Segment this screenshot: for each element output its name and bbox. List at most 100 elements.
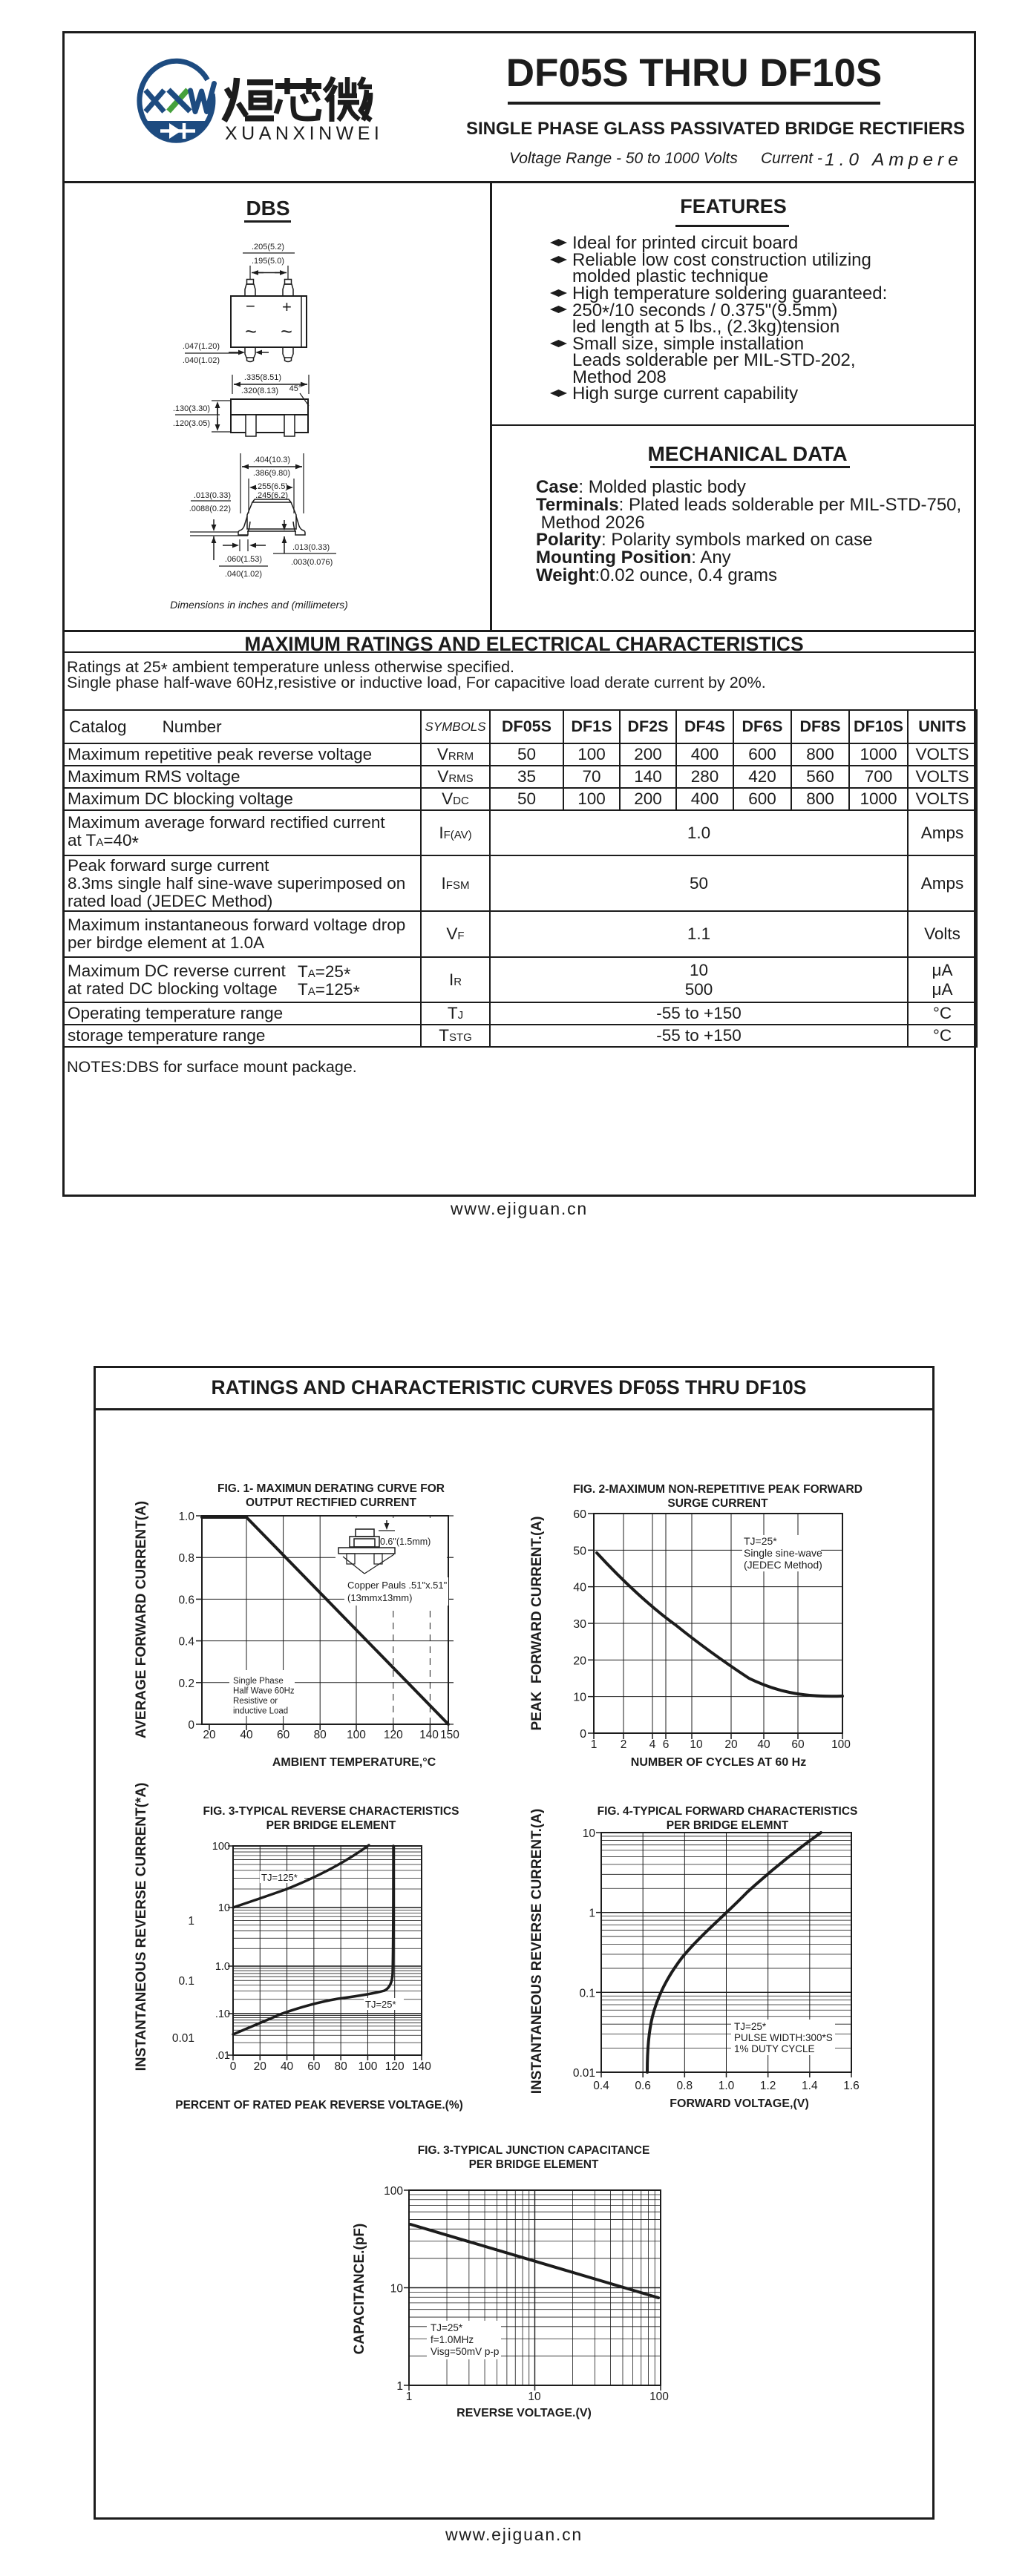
svg-text:40: 40 (240, 1729, 253, 1741)
svg-text:1.0: 1.0 (719, 2080, 735, 2092)
svg-text:0.8: 0.8 (677, 2080, 693, 2092)
svg-text:XUANXINWEI: XUANXINWEI (225, 123, 383, 144)
svg-text:PEAK FORWARD CURRENT.(A): PEAK FORWARD CURRENT.(A) (529, 1517, 545, 1731)
svg-text:140: 140 (412, 2060, 431, 2073)
svg-text:45°: 45° (289, 384, 302, 393)
svg-text:inductive Load: inductive Load (233, 1707, 288, 1716)
svg-text:30: 30 (573, 1618, 586, 1631)
svg-text:.320(8.13): .320(8.13) (241, 387, 278, 395)
svg-text:.047(1.20): .047(1.20) (183, 342, 220, 351)
svg-text:100: 100 (384, 2185, 403, 2198)
svg-text:120: 120 (385, 2060, 405, 2073)
svg-text:10: 10 (390, 2283, 404, 2296)
svg-text:FIG. 1- MAXIMUN DERATING CURVE: FIG. 1- MAXIMUN DERATING CURVE FOR (217, 1482, 445, 1495)
svg-text:NUMBER OF CYCLES AT 60 Hz: NUMBER OF CYCLES AT 60 Hz (631, 1756, 806, 1769)
svg-text:60: 60 (573, 1508, 586, 1521)
svg-text:0.6: 0.6 (178, 1594, 194, 1606)
svg-text:.013(0.33): .013(0.33) (194, 491, 231, 500)
svg-text:40: 40 (757, 1738, 770, 1751)
svg-text:120: 120 (384, 1729, 403, 1741)
svg-text:0.1: 0.1 (579, 1987, 595, 2000)
svg-text:0.1: 0.1 (178, 1975, 194, 1988)
svg-text:TJ=25*: TJ=25* (744, 1535, 777, 1547)
svg-text:SURGE CURRENT: SURGE CURRENT (667, 1497, 768, 1510)
svg-text:0: 0 (188, 1719, 194, 1732)
svg-text:INSTANTANEOUS REVERSE CURRENT(: INSTANTANEOUS REVERSE CURRENT(*A) (134, 1783, 149, 2071)
svg-text:60: 60 (791, 1738, 805, 1751)
svg-text:40: 40 (573, 1582, 586, 1594)
svg-text:AVERAGE FORWARD CURRENT(A): AVERAGE FORWARD CURRENT(A) (134, 1501, 149, 1738)
svg-text:1: 1 (406, 2391, 413, 2403)
svg-text:1.2: 1.2 (760, 2080, 776, 2092)
svg-text:Dimensions in inches and (mill: Dimensions in inches and (millimeters) (170, 599, 348, 611)
svg-text:.120(3.05): .120(3.05) (173, 419, 210, 428)
svg-text:~: ~ (281, 321, 292, 343)
svg-text:1: 1 (589, 1908, 595, 1920)
svg-text:10: 10 (690, 1738, 703, 1751)
svg-text:1: 1 (591, 1738, 598, 1751)
svg-text:10: 10 (218, 1902, 230, 1914)
svg-text:10: 10 (573, 1692, 586, 1704)
svg-text:100: 100 (358, 2060, 377, 2073)
svg-text:REVERSE VOLTAGE.(V): REVERSE VOLTAGE.(V) (456, 2407, 592, 2419)
svg-text:.386(9.80): .386(9.80) (253, 469, 290, 478)
svg-text:TJ=25*: TJ=25* (431, 2322, 463, 2333)
svg-text:−: − (246, 297, 255, 315)
svg-text:INSTANTANEOUS REVERSE CURRENT.: INSTANTANEOUS REVERSE CURRENT.(A) (529, 1809, 545, 2094)
svg-text:100: 100 (347, 1729, 366, 1741)
svg-text:.060(1.53): .060(1.53) (225, 555, 262, 564)
svg-text:0.2: 0.2 (178, 1678, 194, 1690)
svg-text:1.0: 1.0 (215, 1961, 230, 1973)
svg-text:0: 0 (230, 2060, 237, 2073)
svg-text:Half Wave 60Hz: Half Wave 60Hz (233, 1687, 295, 1696)
svg-text:20: 20 (573, 1655, 586, 1667)
svg-text:PERCENT OF RATED PEAK REVERSE: PERCENT OF RATED PEAK REVERSE VOLTAGE.(%… (175, 2099, 463, 2112)
svg-text:20: 20 (724, 1738, 738, 1751)
svg-text:1.4: 1.4 (802, 2080, 818, 2092)
svg-text:FIG. 3-TYPICAL JUNCTION CAPACI: FIG. 3-TYPICAL JUNCTION CAPACITANCE (418, 2144, 650, 2157)
svg-text:0.4: 0.4 (593, 2080, 609, 2092)
svg-text:0.01: 0.01 (573, 2067, 595, 2080)
svg-text:.10: .10 (215, 2008, 230, 2020)
svg-text:FIG. 3-TYPICAL REVERSE CHARACT: FIG. 3-TYPICAL REVERSE CHARACTERISTICS (203, 1805, 459, 1818)
svg-text:PER BRIDGE ELEMENT: PER BRIDGE ELEMENT (266, 1819, 396, 1832)
svg-text:140: 140 (419, 1729, 439, 1741)
svg-text:100: 100 (649, 2391, 669, 2403)
svg-text:80: 80 (335, 2060, 348, 2073)
svg-text:0.6"(1.5mm): 0.6"(1.5mm) (380, 1537, 431, 1547)
svg-text:2: 2 (621, 1738, 627, 1751)
svg-text:Visg=50mV p-p: Visg=50mV p-p (431, 2346, 499, 2357)
svg-text:40: 40 (281, 2060, 294, 2073)
svg-text:PULSE WIDTH:300*S: PULSE WIDTH:300*S (734, 2032, 833, 2043)
svg-text:4: 4 (649, 1738, 656, 1751)
svg-text:60: 60 (277, 1729, 290, 1741)
svg-text:.245(6.2): .245(6.2) (255, 491, 288, 500)
svg-text:0.6: 0.6 (635, 2080, 651, 2092)
svg-text:.404(10.3): .404(10.3) (253, 456, 290, 464)
svg-text:150: 150 (440, 1729, 459, 1741)
svg-text:TJ=25*: TJ=25* (734, 2021, 767, 2032)
svg-text:1: 1 (188, 1915, 194, 1928)
svg-text:6: 6 (663, 1738, 670, 1751)
svg-text:.205(5.2): .205(5.2) (252, 243, 284, 252)
svg-text:0.4: 0.4 (178, 1636, 194, 1649)
svg-text:Copper Pauls .51"x.51": Copper Pauls .51"x.51" (347, 1580, 448, 1591)
svg-text:100: 100 (831, 1738, 851, 1751)
svg-text:.01: .01 (215, 2050, 230, 2062)
svg-text:f=1.0MHz: f=1.0MHz (431, 2334, 474, 2345)
svg-text:PER BRIDGE ELEMENT: PER BRIDGE ELEMENT (469, 2158, 599, 2171)
svg-text:AMBIENT TEMPERATURE,°C: AMBIENT TEMPERATURE,°C (272, 1756, 436, 1769)
svg-text:.040(1.02): .040(1.02) (183, 356, 220, 365)
svg-text:.013(0.33): .013(0.33) (292, 543, 330, 552)
svg-text:Single Phase: Single Phase (233, 1677, 284, 1686)
svg-text:.195(5.0): .195(5.0) (252, 257, 284, 266)
svg-text:(13mmx13mm): (13mmx13mm) (347, 1592, 412, 1603)
svg-text:0: 0 (580, 1728, 586, 1741)
svg-text:10: 10 (583, 1827, 596, 1840)
svg-text:TJ=25*: TJ=25* (365, 1999, 396, 2010)
svg-text:.255(6.5): .255(6.5) (255, 482, 288, 491)
svg-text:1% DUTY CYCLE: 1% DUTY CYCLE (734, 2043, 815, 2054)
svg-text:.040(1.02): .040(1.02) (225, 570, 262, 579)
svg-text:1.6: 1.6 (843, 2080, 860, 2092)
svg-text:.335(8.51): .335(8.51) (244, 373, 281, 382)
